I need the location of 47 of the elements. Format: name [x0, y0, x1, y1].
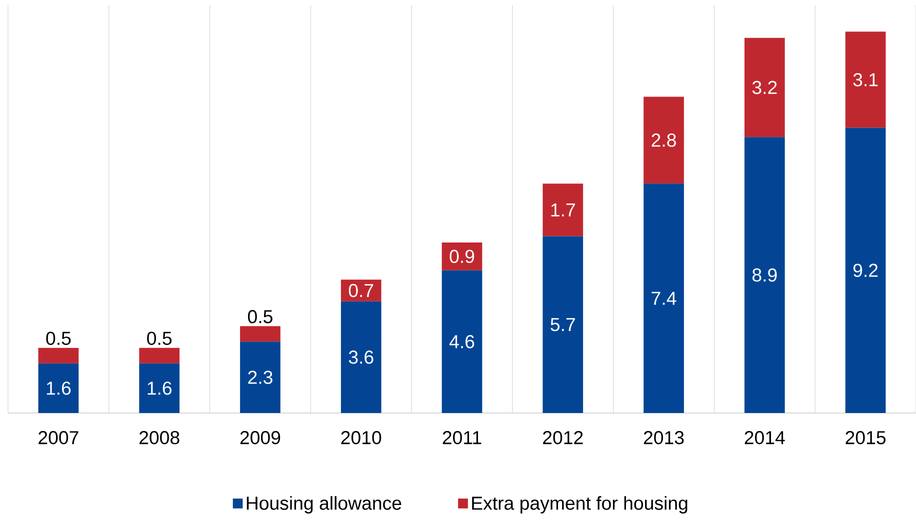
bar	[845, 128, 886, 413]
bar	[744, 38, 785, 138]
bar	[38, 363, 79, 413]
data-label: 3.1	[853, 73, 878, 86]
bar	[744, 137, 785, 413]
bar	[442, 242, 482, 270]
data-label: 3.2	[752, 80, 777, 94]
bar	[340, 280, 382, 302]
x-tick-label: 2009	[240, 431, 280, 444]
bar	[442, 270, 482, 413]
bar	[240, 326, 280, 342]
data-label: 0.5	[248, 310, 272, 324]
legend-label: Extra payment for housing	[472, 496, 688, 514]
data-label: 9.2	[853, 264, 878, 277]
legend-label: Housing allowance	[246, 496, 402, 514]
x-tick-label: 2015	[846, 431, 886, 444]
x-tick-label: 2010	[341, 431, 382, 444]
data-label: 5.7	[550, 318, 575, 332]
bar	[38, 348, 79, 364]
data-label: 0.9	[450, 250, 474, 264]
bar	[542, 236, 584, 413]
x-tick-label: 2012	[543, 431, 583, 444]
data-label: 3.6	[348, 350, 374, 364]
data-label: 4.6	[449, 335, 474, 348]
x-tick-label: 2008	[140, 431, 180, 444]
bar	[644, 184, 684, 413]
bar	[240, 342, 280, 413]
data-label: 1.6	[46, 382, 71, 395]
data-label: 2.3	[248, 370, 272, 384]
data-label: 0.5	[147, 332, 172, 345]
x-tick-label: 2011	[442, 431, 482, 444]
data-label: 1.6	[148, 382, 172, 395]
bar	[542, 184, 584, 236]
data-label: 1.7	[551, 204, 575, 216]
data-label: 7.4	[652, 292, 676, 305]
bar	[644, 96, 684, 184]
data-label: 0.7	[348, 284, 374, 298]
data-label: 8.9	[752, 268, 777, 282]
bar	[139, 348, 180, 364]
bar	[340, 301, 382, 413]
bar	[845, 32, 886, 128]
x-tick-label: 2007	[38, 431, 78, 444]
x-tick-label: 2013	[644, 431, 684, 444]
x-tick-label: 2014	[744, 431, 785, 444]
data-label: 0.5	[46, 332, 71, 345]
bar	[139, 363, 180, 413]
data-label: 2.8	[652, 134, 676, 147]
